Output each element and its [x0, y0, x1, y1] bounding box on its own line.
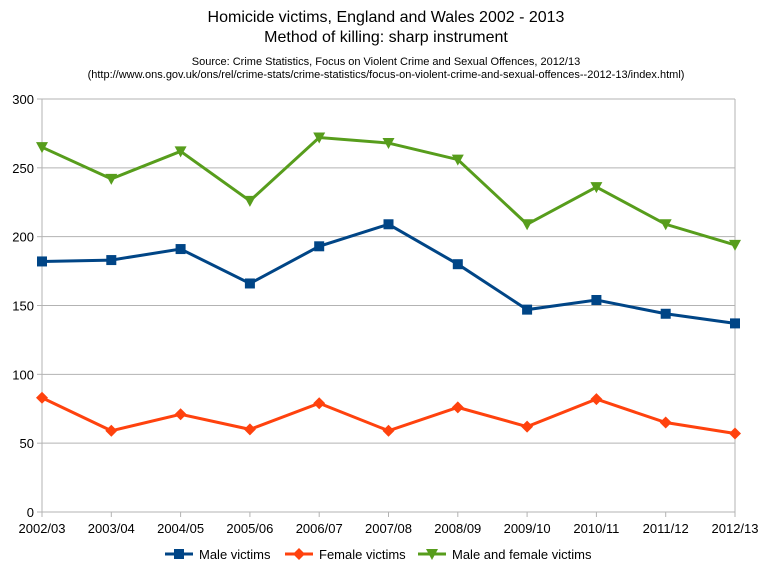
data-point	[522, 304, 533, 315]
y-tick-label: 0	[27, 505, 34, 520]
data-point	[244, 278, 255, 289]
data-point	[243, 195, 256, 207]
data-point	[659, 416, 672, 429]
data-point	[105, 424, 118, 437]
x-tick-label: 2002/03	[19, 521, 66, 536]
data-point	[660, 308, 671, 319]
x-tick-label: 2011/12	[643, 521, 689, 536]
x-tick-label: 2012/13	[712, 521, 759, 536]
data-point	[591, 294, 602, 305]
data-point	[293, 548, 305, 560]
legend-label: Male and female victims	[452, 547, 592, 562]
data-point	[451, 401, 464, 414]
legend-item: Male and female victims	[418, 547, 592, 562]
x-tick-label: 2004/05	[157, 521, 204, 536]
legend-item: Female victims	[285, 547, 406, 562]
chart-title: Homicide victims, England and Wales 2002…	[208, 9, 565, 26]
data-point	[521, 219, 534, 231]
data-point	[174, 408, 187, 421]
chart-subtitle: Method of killing: sharp instrument	[264, 29, 508, 46]
data-point	[36, 142, 48, 154]
x-tick-label: 2006/07	[296, 521, 343, 536]
data-point	[106, 255, 117, 266]
legend-item: Male victims	[165, 547, 271, 562]
data-point	[313, 132, 326, 144]
y-tick-label: 150	[12, 299, 34, 314]
chart-source-url: (http://www.ons.gov.uk/ons/rel/crime-sta…	[88, 69, 685, 81]
data-point	[590, 393, 603, 406]
data-point	[243, 423, 256, 436]
data-point	[452, 259, 463, 270]
data-point	[314, 241, 325, 252]
data-point	[313, 397, 326, 410]
data-point	[521, 420, 534, 433]
data-point	[175, 244, 186, 255]
data-point	[730, 318, 740, 329]
y-tick-label: 200	[12, 230, 34, 245]
data-point	[382, 424, 395, 437]
x-tick-label: 2008/09	[434, 521, 481, 536]
y-tick-label: 250	[12, 161, 34, 176]
y-tick-label: 50	[20, 436, 34, 451]
data-point	[105, 173, 118, 185]
y-tick-label: 100	[12, 367, 34, 382]
legend-label: Female victims	[319, 547, 406, 562]
data-point	[729, 427, 741, 440]
data-point	[383, 219, 394, 230]
series-line	[41, 222, 736, 325]
data-point	[590, 182, 603, 194]
x-tick-label: 2003/04	[88, 521, 135, 536]
data-point	[426, 549, 438, 560]
x-tick-label: 2010/11	[573, 521, 619, 536]
data-point	[174, 146, 187, 158]
data-point	[174, 549, 184, 559]
data-point	[36, 391, 48, 404]
x-tick-label: 2007/08	[365, 521, 412, 536]
data-point	[382, 138, 395, 150]
series-female-victims	[36, 391, 741, 440]
legend-label: Male victims	[199, 547, 271, 562]
data-point	[659, 219, 672, 231]
x-tick-label: 2009/10	[504, 521, 551, 536]
series-male-victims	[37, 219, 740, 329]
data-point	[729, 239, 741, 251]
y-tick-label: 300	[12, 92, 34, 107]
data-point	[37, 256, 47, 267]
chart-source: Source: Crime Statistics, Focus on Viole…	[192, 56, 580, 68]
x-tick-label: 2005/06	[226, 521, 273, 536]
data-point	[451, 154, 464, 166]
series-male-and-female-victims	[36, 132, 741, 251]
